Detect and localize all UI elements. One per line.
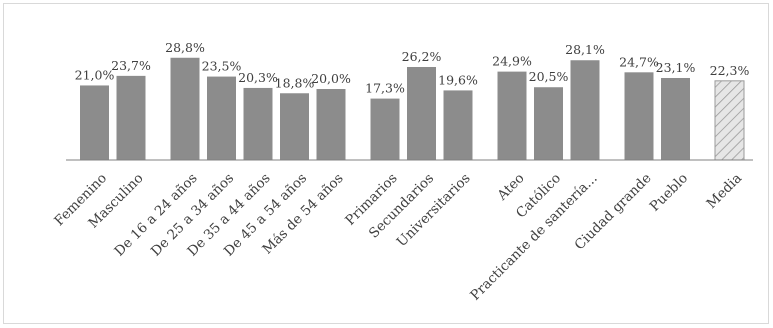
value-label-10: 24,9% bbox=[492, 54, 532, 69]
bar-11 bbox=[534, 87, 563, 160]
value-label-5: 18,8% bbox=[275, 75, 315, 90]
value-label-7: 17,3% bbox=[365, 81, 405, 96]
bar-3 bbox=[207, 76, 236, 160]
bar-8 bbox=[407, 66, 436, 160]
value-label-4: 20,3% bbox=[238, 70, 278, 85]
bar-2 bbox=[170, 57, 200, 161]
value-label-6: 20,0% bbox=[311, 71, 351, 86]
value-label-15: 22,3% bbox=[710, 63, 750, 78]
value-label-14: 23,1% bbox=[656, 60, 696, 75]
bar-0 bbox=[80, 85, 109, 160]
value-label-2: 28,8% bbox=[165, 40, 205, 55]
value-label-13: 24,7% bbox=[619, 54, 659, 69]
value-label-8: 26,2% bbox=[402, 49, 442, 64]
bar-15 bbox=[714, 80, 745, 161]
value-label-1: 23,7% bbox=[111, 58, 151, 73]
bar-10 bbox=[497, 71, 527, 160]
bar-1 bbox=[116, 75, 146, 160]
bar-5 bbox=[280, 93, 309, 160]
category-label-10: Ateo bbox=[494, 170, 528, 204]
value-label-9: 19,6% bbox=[438, 72, 478, 87]
bar-14 bbox=[661, 77, 690, 160]
bar-12 bbox=[570, 60, 600, 161]
chart-frame bbox=[3, 3, 769, 324]
value-label-0: 21,0% bbox=[75, 67, 115, 82]
category-label-15: Media bbox=[704, 170, 746, 212]
value-label-11: 20,5% bbox=[529, 69, 569, 84]
value-label-12: 28,1% bbox=[565, 42, 605, 57]
bar-9 bbox=[443, 90, 473, 160]
bar-7 bbox=[370, 98, 400, 160]
bar-4 bbox=[243, 87, 273, 160]
category-label-14: Pueblo bbox=[647, 170, 691, 214]
bar-13 bbox=[624, 72, 654, 160]
value-label-3: 23,5% bbox=[202, 59, 242, 74]
bar-6 bbox=[316, 89, 346, 160]
